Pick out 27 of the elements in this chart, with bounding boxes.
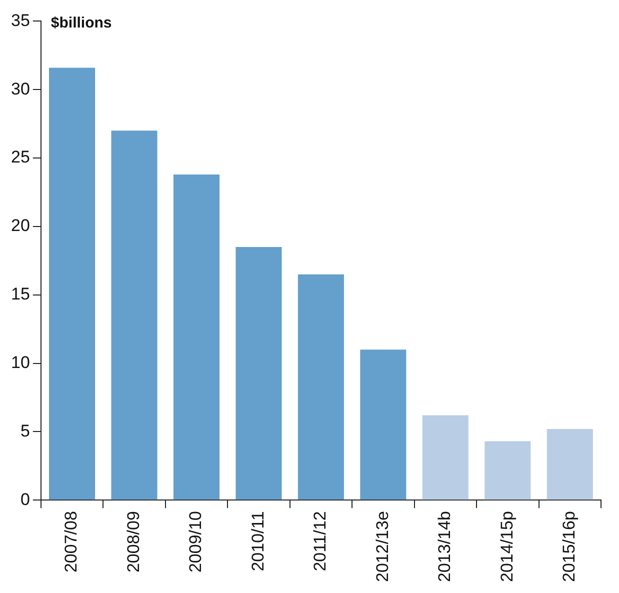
x-tick-label: 2010/11 [248, 511, 268, 572]
y-tick-label: 5 [20, 421, 30, 440]
y-axis-title: $billions [50, 14, 112, 32]
x-tick-label: 2008/09 [124, 511, 143, 573]
bar [298, 274, 344, 500]
x-tick-label: 2014/15p [497, 511, 516, 582]
bar [173, 174, 220, 500]
y-tick-label: 20 [10, 216, 30, 236]
y-tick-label: 25 [10, 148, 30, 167]
x-tick-label: 2013/14b [435, 511, 454, 582]
bar [422, 415, 468, 500]
bar [546, 428, 593, 500]
x-tick-label: 2007/08 [62, 511, 81, 573]
y-tick-label: 10 [10, 352, 30, 372]
x-tick-label: 2011/12 [310, 511, 330, 572]
y-tick-label: 15 [10, 284, 30, 304]
x-tick-label: 2009/10 [186, 511, 206, 573]
bar [111, 130, 158, 500]
x-tick-label: 2012/13e [372, 511, 392, 582]
y-tick-label: 0 [20, 490, 30, 509]
x-tick-label: 2015/16p [560, 511, 579, 582]
bar [49, 68, 96, 500]
bar [484, 441, 531, 500]
bar [236, 246, 282, 500]
y-tick-label: 35 [10, 10, 30, 30]
bar [360, 350, 406, 500]
y-tick-label: 30 [10, 79, 30, 98]
